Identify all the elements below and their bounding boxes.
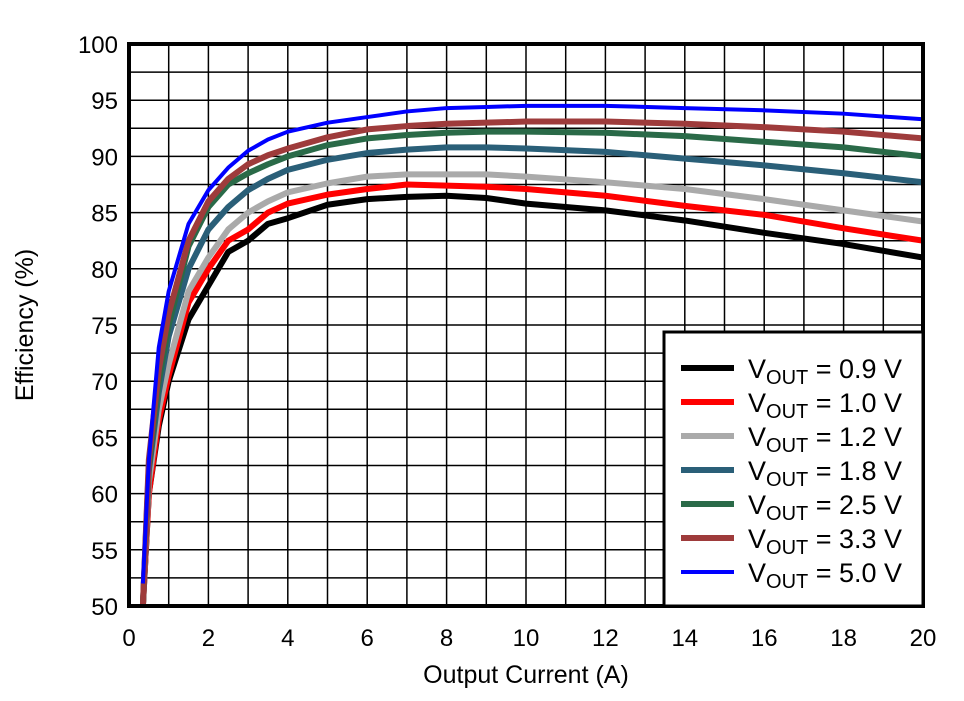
x-tick-label: 16 <box>751 625 778 652</box>
legend-entry: VOUT = 1.8 V <box>748 456 902 491</box>
series-line-6 <box>140 103 923 584</box>
y-tick-label: 65 <box>91 425 118 452</box>
legend-entry: VOUT = 1.2 V <box>748 422 902 457</box>
x-tick-labels: 0 2 4 6 8 10 12 14 16 18 20 <box>122 625 936 652</box>
x-tick-label: 12 <box>592 625 619 652</box>
series-lines <box>139 103 923 606</box>
legend-entry: VOUT = 5.0 V <box>748 558 902 593</box>
x-tick-label: 18 <box>830 625 857 652</box>
y-tick-label: 55 <box>91 538 118 565</box>
legend-entry: VOUT = 2.5 V <box>748 490 902 525</box>
plot-frame <box>127 42 925 608</box>
y-tick-label: 90 <box>91 144 118 171</box>
legend-entry: VOUT = 1.0 V <box>748 388 902 423</box>
x-tick-label: 14 <box>671 625 698 652</box>
x-axis-label: Output Current (A) <box>423 661 629 689</box>
y-tick-label: 70 <box>91 369 118 396</box>
legend-entry: VOUT = 0.9 V <box>748 354 902 389</box>
x-tick-label: 8 <box>440 625 453 652</box>
legend-entry: VOUT = 3.3 V <box>748 524 902 559</box>
x-tick-label: 20 <box>910 625 937 652</box>
y-tick-label: 60 <box>91 482 118 509</box>
y-tick-label: 50 <box>91 594 118 621</box>
y-axis-label: Efficiency (%) <box>11 249 39 401</box>
y-tick-labels: 50 55 60 65 70 75 80 85 90 95 100 <box>78 32 118 621</box>
x-tick-label: 2 <box>202 625 215 652</box>
y-tick-label: 95 <box>91 88 118 115</box>
y-tick-label: 80 <box>91 257 118 284</box>
y-tick-label: 100 <box>78 32 118 59</box>
y-tick-label: 75 <box>91 313 118 340</box>
series-line-5 <box>139 118 923 606</box>
x-tick-label: 0 <box>122 625 135 652</box>
x-tick-label: 4 <box>281 625 294 652</box>
series-line-2 <box>139 171 923 606</box>
x-tick-label: 6 <box>361 625 374 652</box>
series-line-3 <box>139 144 923 606</box>
x-tick-label: 10 <box>513 625 540 652</box>
y-tick-label: 85 <box>91 201 118 228</box>
